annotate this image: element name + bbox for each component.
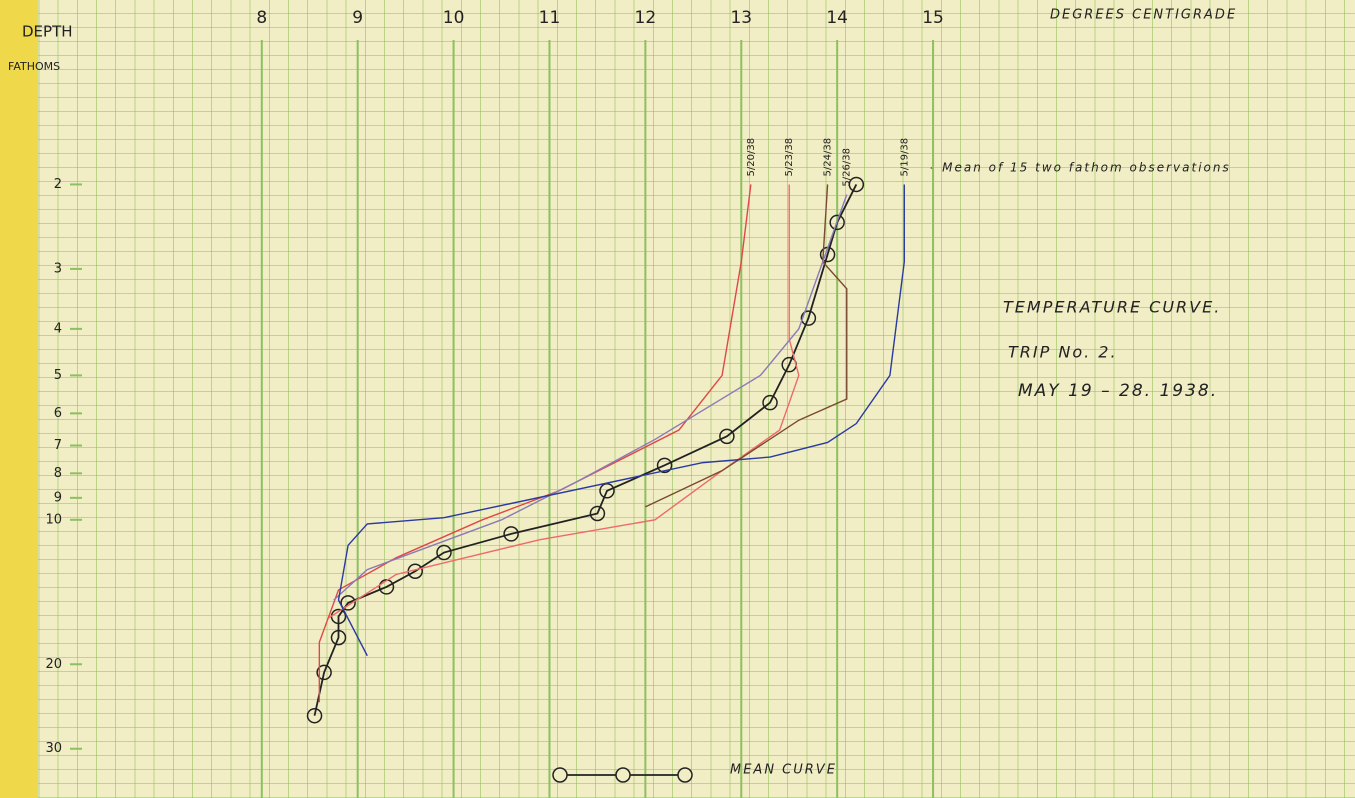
annotation: - Mean of 15 two fathom observations (930, 161, 1231, 175)
x-tick-label: 11 (539, 8, 561, 28)
x-tick-label: 10 (443, 8, 465, 28)
y-axis-title: DEPTH (22, 23, 73, 41)
y-tick-label: 2 (54, 177, 62, 192)
y-tick-label: 7 (54, 438, 62, 453)
y-tick-label: 10 (45, 512, 62, 527)
x-tick-label: 14 (826, 8, 848, 28)
series-line (329, 184, 799, 617)
chart-subtitle: TRIP No. 2. (1008, 343, 1118, 362)
series-label: 5/23/38 (784, 138, 795, 177)
series-label: 5/20/38 (746, 138, 757, 177)
y-tick-label: 20 (45, 657, 62, 672)
y-axis-unit: FATHOMS (8, 60, 60, 73)
legend-marker (553, 768, 567, 782)
y-tick-label: 3 (54, 261, 62, 276)
y-tick-label: 6 (54, 406, 62, 421)
graph-paper: DEPTH FATHOMS DEGREES CENTIGRADE TEMPERA… (0, 0, 1355, 798)
x-tick-label: 13 (730, 8, 752, 28)
y-tick-label: 30 (45, 741, 62, 756)
y-tick-label: 8 (54, 466, 62, 481)
series-line (339, 184, 905, 655)
series-label: 5/24/38 (823, 138, 834, 177)
chart: DEPTH FATHOMS DEGREES CENTIGRADE TEMPERA… (0, 0, 1355, 798)
series-line (315, 184, 857, 715)
x-tick-label: 15 (922, 8, 944, 28)
series-line (334, 195, 847, 600)
chart-date: MAY 19 – 28. 1938. (1018, 381, 1218, 401)
legend-marker (616, 768, 630, 782)
y-tick-label: 4 (54, 321, 62, 336)
series-line (319, 184, 751, 702)
x-tick-label: 12 (635, 8, 657, 28)
series-label: 5/19/38 (899, 138, 910, 177)
legend-marker (678, 768, 692, 782)
series-label: 5/26/38 (842, 148, 853, 187)
x-tick-label: 8 (256, 8, 267, 28)
legend-label: MEAN CURVE (730, 763, 837, 778)
y-tick-label: 9 (54, 490, 62, 505)
y-tick-label: 5 (54, 368, 62, 383)
chart-title: TEMPERATURE CURVE. (1003, 298, 1221, 317)
x-axis-title: DEGREES CENTIGRADE (1050, 8, 1237, 23)
x-tick-label: 9 (352, 8, 363, 28)
